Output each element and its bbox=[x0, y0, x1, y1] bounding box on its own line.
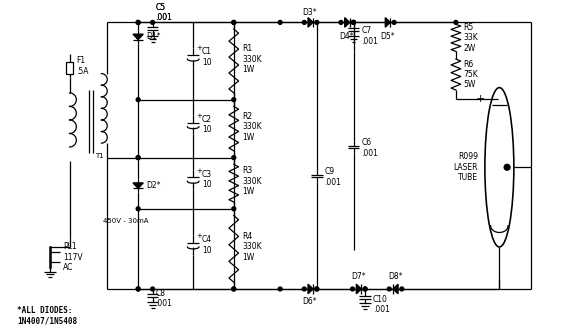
Circle shape bbox=[387, 287, 391, 291]
Text: R099
LASER
TUBE: R099 LASER TUBE bbox=[454, 152, 478, 182]
Circle shape bbox=[315, 287, 319, 291]
Circle shape bbox=[136, 156, 140, 160]
Text: C4
10: C4 10 bbox=[202, 235, 212, 255]
Circle shape bbox=[232, 156, 236, 160]
Text: C3
10: C3 10 bbox=[202, 170, 212, 189]
Text: +: + bbox=[196, 45, 202, 51]
Text: R2
330K
1W: R2 330K 1W bbox=[243, 112, 262, 141]
Circle shape bbox=[363, 287, 367, 291]
Text: +: + bbox=[196, 168, 202, 174]
Circle shape bbox=[350, 287, 354, 291]
Text: C6
.001: C6 .001 bbox=[361, 138, 378, 158]
Circle shape bbox=[278, 20, 282, 24]
Circle shape bbox=[232, 20, 236, 24]
Text: C7
.001: C7 .001 bbox=[361, 26, 378, 46]
Text: C2
10: C2 10 bbox=[202, 115, 212, 135]
Text: T1: T1 bbox=[95, 153, 103, 159]
Circle shape bbox=[352, 20, 356, 24]
Text: C10
.001: C10 .001 bbox=[373, 295, 390, 314]
Polygon shape bbox=[133, 34, 143, 39]
Circle shape bbox=[136, 156, 140, 160]
Text: D6*: D6* bbox=[303, 297, 318, 306]
Text: D5*: D5* bbox=[380, 32, 395, 41]
Circle shape bbox=[136, 98, 140, 102]
Text: R6
75K
5W: R6 75K 5W bbox=[464, 60, 479, 89]
Circle shape bbox=[454, 20, 458, 24]
Text: +: + bbox=[196, 233, 202, 239]
Polygon shape bbox=[386, 18, 390, 27]
Circle shape bbox=[339, 20, 343, 24]
Polygon shape bbox=[308, 18, 313, 27]
Text: R5
33K
2W: R5 33K 2W bbox=[464, 23, 479, 53]
Circle shape bbox=[136, 287, 140, 291]
Text: C9
.001: C9 .001 bbox=[324, 167, 341, 187]
Circle shape bbox=[392, 20, 396, 24]
Circle shape bbox=[352, 20, 356, 24]
Text: C8
.001: C8 .001 bbox=[155, 289, 172, 308]
Text: D2*: D2* bbox=[146, 181, 160, 190]
Circle shape bbox=[315, 20, 319, 24]
Circle shape bbox=[302, 20, 306, 24]
Polygon shape bbox=[133, 183, 143, 188]
Circle shape bbox=[504, 164, 510, 170]
Circle shape bbox=[400, 287, 404, 291]
Bar bbox=[66, 62, 74, 74]
Polygon shape bbox=[393, 284, 398, 294]
Text: F1
.5A: F1 .5A bbox=[77, 56, 89, 76]
Circle shape bbox=[363, 287, 367, 291]
Polygon shape bbox=[356, 284, 361, 294]
Text: R1
330K
1W: R1 330K 1W bbox=[243, 44, 262, 74]
Text: D1*: D1* bbox=[146, 32, 160, 41]
Text: PL1
117V
AC: PL1 117V AC bbox=[63, 242, 82, 272]
Text: +: + bbox=[475, 94, 485, 104]
Text: 450V - 30mA: 450V - 30mA bbox=[103, 218, 149, 224]
Circle shape bbox=[136, 20, 140, 24]
Circle shape bbox=[136, 207, 140, 211]
Polygon shape bbox=[345, 18, 350, 27]
Circle shape bbox=[278, 287, 282, 291]
Circle shape bbox=[315, 287, 319, 291]
Circle shape bbox=[151, 20, 155, 24]
Text: D3*: D3* bbox=[303, 8, 318, 17]
Circle shape bbox=[352, 20, 356, 24]
Circle shape bbox=[136, 287, 140, 291]
Text: C5
.001: C5 .001 bbox=[155, 3, 172, 22]
Text: C5
.001: C5 .001 bbox=[155, 3, 172, 22]
Circle shape bbox=[136, 20, 140, 24]
Text: R4
330K
1W: R4 330K 1W bbox=[243, 232, 262, 262]
Circle shape bbox=[232, 287, 236, 291]
Circle shape bbox=[232, 20, 236, 24]
Circle shape bbox=[302, 287, 306, 291]
Text: D8*: D8* bbox=[388, 272, 403, 281]
Text: *ALL DIODES:
1N4007/1N5408: *ALL DIODES: 1N4007/1N5408 bbox=[18, 306, 78, 326]
Text: C1
10: C1 10 bbox=[202, 47, 212, 67]
Circle shape bbox=[232, 287, 236, 291]
Text: D7*: D7* bbox=[351, 272, 366, 281]
Circle shape bbox=[151, 287, 155, 291]
Polygon shape bbox=[308, 284, 313, 294]
Circle shape bbox=[232, 98, 236, 102]
Text: +: + bbox=[196, 113, 202, 119]
Text: D4*: D4* bbox=[340, 32, 354, 41]
Text: R3
330K
1W: R3 330K 1W bbox=[243, 166, 262, 196]
Circle shape bbox=[232, 207, 236, 211]
